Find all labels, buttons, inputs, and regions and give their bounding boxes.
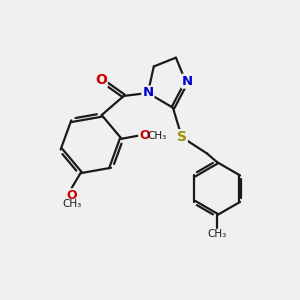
Text: N: N — [182, 75, 193, 88]
Text: O: O — [66, 189, 77, 203]
Text: CH₃: CH₃ — [147, 131, 167, 141]
Text: O: O — [95, 73, 107, 87]
Text: N: N — [142, 86, 154, 100]
Text: CH₃: CH₃ — [62, 199, 81, 209]
Text: CH₃: CH₃ — [208, 229, 227, 239]
Text: O: O — [139, 129, 150, 142]
Text: S: S — [177, 130, 187, 144]
